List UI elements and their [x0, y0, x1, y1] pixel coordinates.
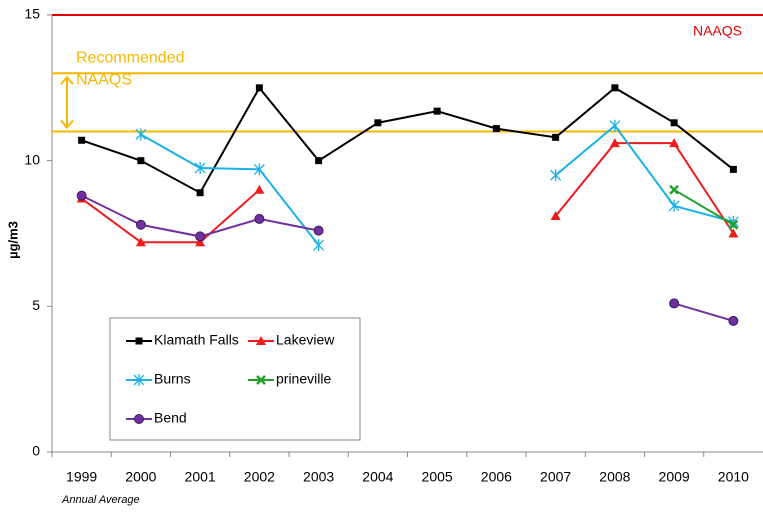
legend-label: Lakeview	[276, 332, 335, 348]
data-point	[609, 138, 620, 148]
legend-label: Bend	[154, 410, 187, 426]
data-point	[669, 184, 680, 195]
legend-marker	[256, 375, 266, 385]
series-line	[81, 194, 734, 322]
x-tick-label: 2008	[599, 469, 630, 485]
arrow-head	[60, 119, 74, 130]
data-point	[135, 219, 146, 230]
data-point	[669, 138, 680, 148]
data-point	[315, 157, 323, 165]
series-line	[673, 188, 734, 226]
data-point	[254, 213, 265, 224]
y-axis-label: µg/m3	[5, 221, 20, 259]
data-point	[313, 225, 324, 236]
data-point	[552, 133, 560, 141]
data-point	[195, 231, 206, 242]
legend-label: Burns	[154, 371, 191, 387]
legend-marker	[133, 374, 145, 386]
legend-label: prineville	[276, 371, 331, 387]
data-point	[492, 125, 500, 133]
data-point	[313, 239, 325, 252]
recommended-label: NAAQS	[76, 71, 132, 88]
series-line	[140, 124, 734, 246]
x-tick-label: 2005	[422, 469, 453, 485]
data-point	[728, 315, 739, 326]
data-point	[433, 107, 441, 115]
x-tick-label: 2002	[244, 469, 275, 485]
y-tick-label: 15	[24, 6, 40, 22]
x-tick-label: 2007	[540, 469, 571, 485]
recommended-label: Recommended	[76, 49, 185, 66]
data-point	[137, 157, 145, 165]
data-point	[253, 163, 265, 176]
y-tick-label: 10	[24, 151, 40, 167]
x-tick-label: 1999	[66, 469, 97, 485]
y-tick-label: 5	[32, 297, 40, 313]
data-point	[374, 119, 382, 127]
data-point	[78, 136, 86, 144]
data-point	[668, 199, 680, 212]
series-line	[81, 142, 735, 244]
data-point	[609, 119, 621, 132]
data-point	[550, 169, 562, 182]
data-point	[255, 84, 263, 92]
data-point	[729, 165, 737, 173]
legend-marker	[134, 414, 144, 424]
data-point	[76, 190, 87, 201]
x-tick-label: 2003	[303, 469, 334, 485]
x-tick-label: 2010	[718, 469, 749, 485]
reference-label: NAAQS	[693, 23, 742, 39]
data-point	[254, 184, 265, 194]
arrow-head	[60, 75, 74, 85]
x-tick-label: 2004	[362, 469, 393, 485]
legend-marker	[256, 336, 266, 345]
data-point	[550, 211, 561, 221]
x-tick-label: 2001	[185, 469, 216, 485]
data-point	[728, 219, 739, 230]
data-point	[195, 237, 206, 247]
legend-marker	[135, 337, 143, 345]
x-tick-label: 2000	[125, 469, 156, 485]
data-point	[135, 128, 147, 141]
y-tick-label: 0	[32, 443, 40, 459]
legend-label: Klamath Falls	[154, 332, 239, 348]
data-point	[611, 84, 619, 92]
data-point	[196, 189, 204, 197]
data-point	[135, 237, 146, 247]
x-tick-label: 2009	[659, 469, 690, 485]
series-line	[81, 86, 734, 195]
footnote: Annual Average	[61, 494, 140, 506]
data-point	[194, 161, 206, 174]
data-point	[728, 228, 739, 238]
data-point	[670, 119, 678, 127]
data-point	[669, 298, 680, 309]
x-tick-label: 2006	[481, 469, 512, 485]
